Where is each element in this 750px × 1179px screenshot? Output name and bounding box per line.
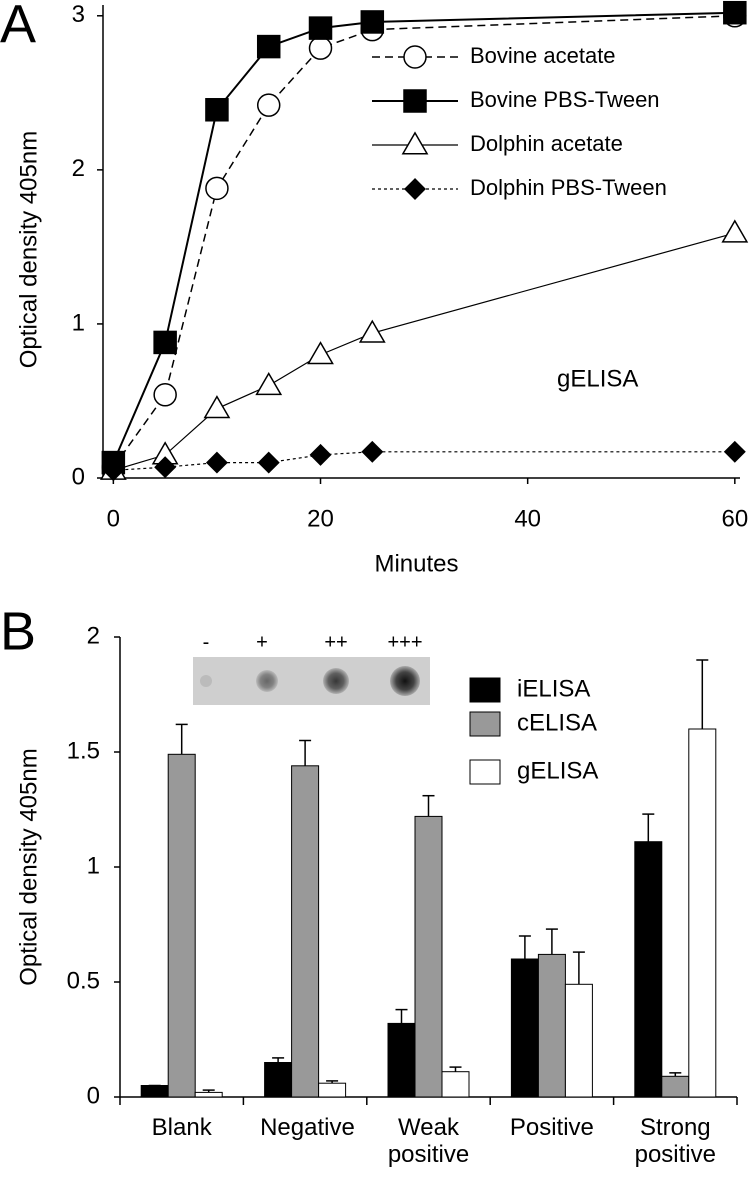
legend-label: Dolphin PBS-Tween (470, 175, 667, 200)
x-tick-label: Positive (509, 1114, 594, 1141)
blot-spot (390, 666, 420, 696)
panel-label: B (0, 601, 36, 661)
bar (537, 953, 566, 1098)
x-tick-label: 60 (721, 505, 748, 532)
y-tick-label: 1.5 (67, 737, 100, 764)
series-line (112, 15, 735, 468)
legend-label: Bovine PBS-Tween (470, 87, 660, 112)
y-axis-title: Optical density 405nm (15, 748, 42, 985)
marker (401, 131, 429, 155)
marker (309, 443, 332, 466)
y-tick-label: 0 (87, 1082, 100, 1109)
inset-label: +++ (387, 631, 422, 653)
marker (404, 178, 426, 200)
x-tick-label: Strong positive (634, 1114, 716, 1168)
x-tick-label: Weak positive (387, 1114, 470, 1168)
marker (154, 456, 177, 479)
panel-label: A (0, 0, 36, 54)
y-tick-label: 1 (72, 309, 85, 336)
blot-spot (200, 675, 212, 687)
y-tick-label: 1 (87, 852, 100, 879)
legend-label: cELISA (517, 709, 597, 736)
bar (318, 1082, 347, 1098)
y-axis-title: Optical density 405nm (15, 131, 42, 368)
marker (102, 459, 125, 482)
legend-label: iELISA (517, 675, 590, 702)
legend-swatch (469, 759, 501, 785)
marker (723, 440, 746, 463)
marker (256, 93, 281, 117)
marker (205, 451, 228, 474)
marker (358, 319, 386, 343)
marker (721, 219, 749, 243)
bar (264, 1062, 293, 1098)
y-tick-label: 2 (72, 155, 85, 182)
bar (564, 983, 593, 1098)
bar (510, 958, 539, 1098)
inset-label: + (256, 631, 268, 653)
marker (307, 341, 334, 365)
series-line (113, 451, 735, 471)
series-line (113, 232, 735, 471)
bar (387, 1022, 416, 1098)
marker (153, 330, 177, 355)
marker (403, 45, 427, 69)
x-axis-title: Minutes (374, 550, 458, 577)
bar (291, 765, 320, 1098)
x-tick-label: 20 (307, 505, 334, 532)
x-tick-label: Blank (151, 1114, 212, 1141)
marker (723, 0, 747, 25)
marker (256, 34, 281, 59)
annotation: gELISA (557, 365, 638, 392)
bar (167, 753, 196, 1098)
x-tick-label: 0 (107, 505, 120, 532)
marker (361, 440, 384, 463)
legend-swatch (469, 711, 501, 737)
marker (308, 36, 333, 60)
bar (688, 728, 717, 1098)
inset-label: - (203, 631, 210, 653)
marker (257, 451, 280, 474)
y-tick-label: 2 (87, 622, 100, 649)
marker (255, 371, 283, 396)
legend-label: gELISA (517, 757, 598, 784)
marker (308, 16, 333, 40)
bar (194, 1091, 223, 1098)
marker (205, 176, 229, 201)
series-line (112, 11, 735, 463)
legend-label: Dolphin acetate (470, 131, 623, 156)
marker (360, 10, 385, 34)
x-tick-label: 40 (514, 505, 541, 532)
blot-spot (323, 668, 349, 694)
bar (140, 1085, 169, 1098)
marker (205, 98, 229, 122)
bar (414, 815, 443, 1098)
marker (203, 395, 231, 419)
y-tick-label: 0.5 (67, 967, 100, 994)
inset-label: ++ (324, 631, 347, 653)
blot-spot (256, 670, 278, 692)
y-tick-label: 0 (72, 463, 85, 490)
marker (153, 383, 177, 407)
bar (441, 1071, 470, 1098)
marker (403, 89, 427, 113)
legend-swatch (469, 677, 501, 703)
legend-label: Bovine acetate (470, 43, 616, 68)
x-tick-label: Negative (260, 1114, 355, 1141)
bar (634, 841, 663, 1098)
y-tick-label: 3 (72, 1, 85, 28)
bar (661, 1075, 690, 1098)
